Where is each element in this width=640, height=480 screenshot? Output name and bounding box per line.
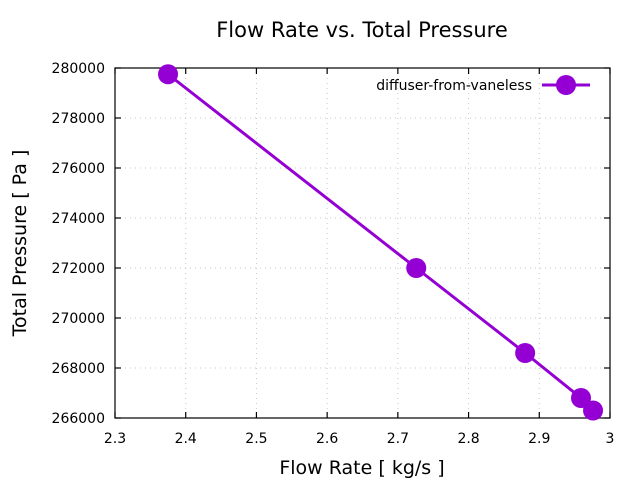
y-tick-label: 278000 [52, 111, 105, 127]
data-point [571, 388, 592, 408]
y-tick-label: 280000 [52, 61, 105, 77]
x-tick-label: 3 [606, 431, 615, 447]
y-tick-label: 272000 [52, 261, 105, 277]
x-tick-label: 2.4 [175, 431, 197, 447]
y-axis-label: Total Pressure [ Pa ] [9, 150, 31, 338]
y-tick-label: 276000 [52, 161, 105, 177]
y-tick-labels: 266000 268000 270000 272000 274000 276000 2780… [52, 61, 105, 427]
y-tick-label: 266000 [52, 411, 105, 427]
x-tick-labels: 2.3 2.4 2.5 2.6 2.7 2.8 2.9 3 [104, 431, 615, 447]
x-tick-label: 2.3 [104, 431, 126, 447]
y-tick-label: 274000 [52, 211, 105, 227]
x-tick-label: 2.8 [457, 431, 479, 447]
data-point [406, 258, 427, 278]
legend-label: diffuser-from-vaneless [376, 78, 532, 94]
x-axis-label: Flow Rate [ kg/s ] [279, 457, 444, 479]
y-tick-label: 268000 [52, 361, 105, 377]
y-tick-label: 270000 [52, 311, 105, 327]
plot-frame [114, 67, 611, 419]
grid [115, 68, 610, 418]
x-tick-label: 2.9 [528, 431, 550, 447]
x-tick-label: 2.6 [316, 431, 338, 447]
legend: diffuser-from-vaneless [376, 75, 590, 95]
chart-title: Flow Rate vs. Total Pressure [216, 18, 508, 42]
data-point [583, 400, 604, 421]
x-tick-label: 2.7 [387, 431, 409, 447]
data-point [158, 64, 179, 85]
series-layer [158, 64, 604, 421]
axis-ticks [114, 67, 611, 419]
x-tick-label: 2.5 [245, 431, 267, 447]
legend-marker [556, 75, 576, 95]
data-point [515, 343, 536, 363]
